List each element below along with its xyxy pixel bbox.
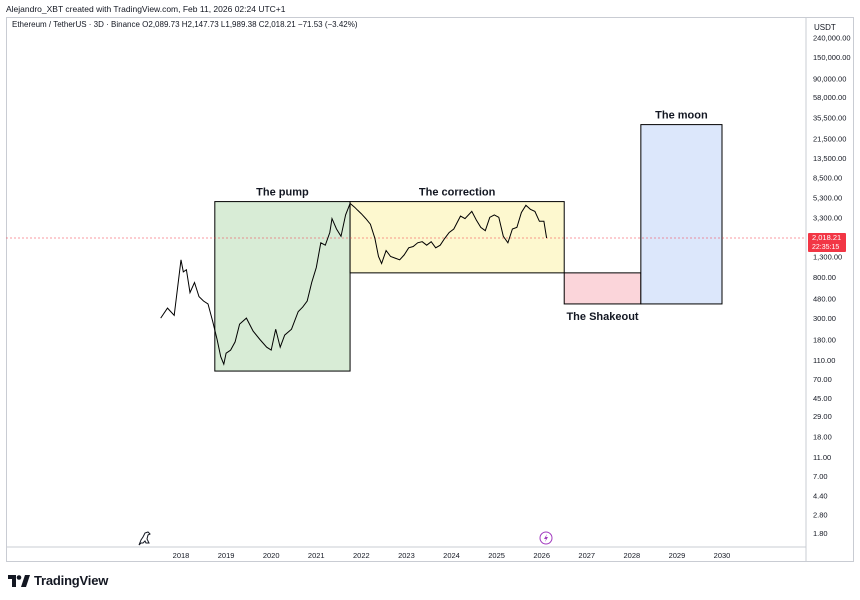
dinosaur-icon (138, 531, 151, 546)
y-tick-label: 11.00 (813, 453, 831, 462)
x-tick-2027: 2027 (578, 551, 595, 560)
box-the-pump (214, 201, 351, 372)
y-tick-label: 150,000.00 (813, 53, 851, 62)
x-tick-2020: 2020 (263, 551, 280, 560)
box-the-shakeout (563, 272, 642, 305)
box-the-moon (640, 124, 723, 305)
y-tick-label: 8,500.00 (813, 174, 842, 183)
x-tick-2030: 2030 (714, 551, 731, 560)
x-tick-2022: 2022 (353, 551, 370, 560)
y-tick-label: 70.00 (813, 375, 832, 384)
last-price-badge: 2,018.21 22:35:15 (808, 233, 846, 253)
y-tick-label: 180.00 (813, 336, 836, 345)
lightning-icon (539, 531, 553, 545)
y-tick-label: 7.00 (813, 472, 828, 481)
close-value: C2,018.21 (258, 20, 296, 29)
tradingview-logo[interactable]: TradingView (8, 573, 108, 588)
y-tick-label: 45.00 (813, 394, 832, 403)
low-value: L1,989.38 (220, 20, 257, 29)
y-tick-label: 110.00 (813, 356, 835, 365)
x-axis-ticks: 2018 2019 2020 2021 2022 2023 2024 2025 2026 2027… (173, 551, 731, 560)
y-tick-label: 800.00 (813, 273, 836, 282)
x-tick-2023: 2023 (398, 551, 415, 560)
box-label-the-shakeout: The Shakeout (566, 311, 638, 323)
y-tick-label: 1,300.00 (813, 252, 842, 261)
high-value: H2,147.73 (181, 20, 219, 29)
y-axis-ticks: 240,000.00 150,000.00 90,000.00 58,000.00 35… (813, 33, 851, 538)
x-tick-2021: 2021 (308, 551, 325, 560)
box-label-the-pump: The pump (256, 187, 309, 199)
attribution-text: Alejandro_XBT created with TradingView.c… (6, 4, 286, 14)
x-tick-2028: 2028 (623, 551, 640, 560)
y-tick-label: 18.00 (813, 432, 832, 441)
countdown-value: 22:35:15 (812, 244, 839, 251)
box-label-the-correction: The correction (419, 187, 496, 199)
x-tick-2026: 2026 (533, 551, 550, 560)
x-tick-2024: 2024 (443, 551, 460, 560)
box-label-the-moon: The moon (655, 110, 708, 122)
y-tick-label: 58,000.00 (813, 93, 846, 102)
y-tick-label: 480.00 (813, 294, 836, 303)
x-tick-2025: 2025 (488, 551, 505, 560)
y-tick-label: 300.00 (813, 314, 836, 323)
y-tick-label: 90,000.00 (813, 74, 846, 83)
tradingview-logo-icon (8, 574, 30, 587)
x-tick-2029: 2029 (669, 551, 686, 560)
y-tick-label: 13,500.00 (813, 154, 846, 163)
y-tick-label: 4.40 (813, 491, 828, 500)
symbol-info: Ethereum / TetherUS · 3D · Binance O2,08… (12, 20, 358, 29)
y-tick-label: 21,500.00 (813, 135, 846, 144)
open-value: O2,089.73 (142, 20, 180, 29)
y-tick-label: 1.80 (813, 529, 828, 538)
x-tick-2018: 2018 (173, 551, 190, 560)
price-series-line (160, 202, 548, 366)
y-tick-label: 240,000.00 (813, 33, 851, 42)
currency-label: USDT (814, 23, 836, 32)
x-tick-2019: 2019 (218, 551, 235, 560)
y-tick-label: 29.00 (813, 412, 832, 421)
box-the-correction (349, 201, 565, 274)
y-tick-label: 2.80 (813, 510, 828, 519)
change-value: −71.53 (−3.42%) (297, 20, 358, 29)
tradingview-brand: TradingView (34, 573, 109, 588)
y-tick-label: 5,300.00 (813, 193, 842, 202)
annotation-boxes: The pump The correction The Shakeout The mo… (214, 110, 723, 372)
symbol-name[interactable]: Ethereum / TetherUS · 3D · Binance (12, 20, 140, 29)
last-price-value: 2,018.21 (812, 233, 841, 242)
y-tick-label: 3,300.00 (813, 213, 842, 222)
y-tick-label: 35,500.00 (813, 114, 846, 123)
